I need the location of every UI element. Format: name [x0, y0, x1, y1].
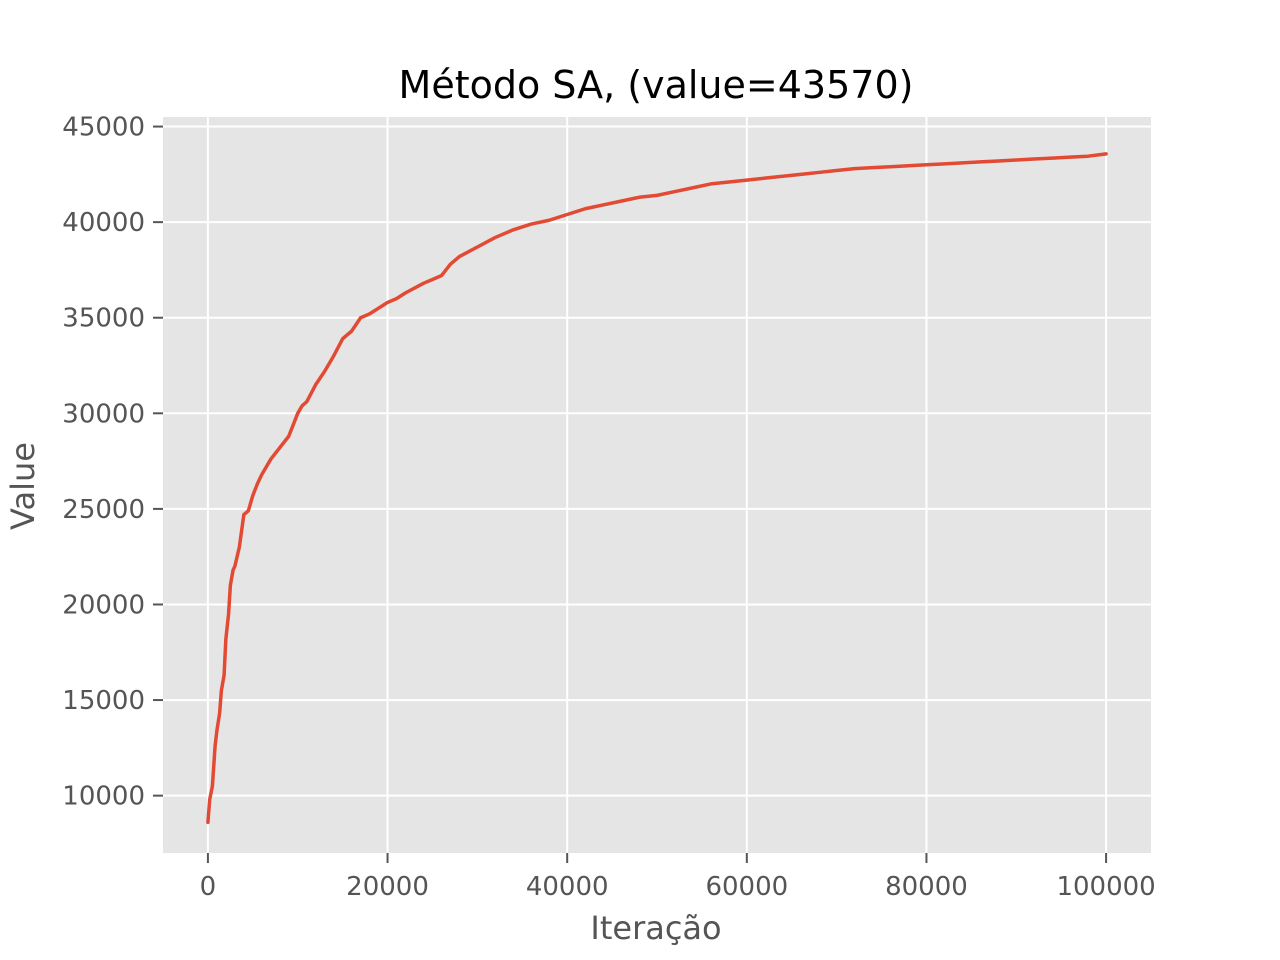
y-gridlines — [163, 125, 1151, 797]
x-tick-label: 40000 — [526, 872, 609, 902]
x-gridlines — [206, 117, 1108, 853]
y-tick-label: 15000 — [62, 686, 145, 716]
x-tick-label: 60000 — [705, 872, 788, 902]
y-tick-label: 40000 — [62, 208, 145, 238]
plot-area — [163, 117, 1151, 853]
x-tick-label: 20000 — [346, 872, 429, 902]
y-tick-label: 30000 — [62, 399, 145, 429]
series-layer — [206, 152, 1108, 825]
series-line — [206, 152, 1108, 825]
x-tick-label: 100000 — [1056, 872, 1155, 902]
y-tick-label: 20000 — [62, 590, 145, 620]
x-tick-label: 0 — [200, 872, 217, 902]
y-tick-label: 35000 — [62, 304, 145, 334]
x-tick-label: 80000 — [885, 872, 968, 902]
y-axis-label: Value — [4, 442, 42, 530]
y-axis-ticks: 10000 15000 20000 25000 30000 35000 40000 45000 — [62, 113, 163, 812]
x-axis-label: Iteração — [590, 909, 721, 947]
x-axis-ticks: 0 20000 40000 60000 80000 100000 — [200, 853, 1156, 902]
chart-title: Método SA, (value=43570) — [399, 63, 914, 107]
y-tick-label: 10000 — [62, 782, 145, 812]
y-tick-label: 25000 — [62, 495, 145, 525]
y-tick-label: 45000 — [62, 113, 145, 143]
